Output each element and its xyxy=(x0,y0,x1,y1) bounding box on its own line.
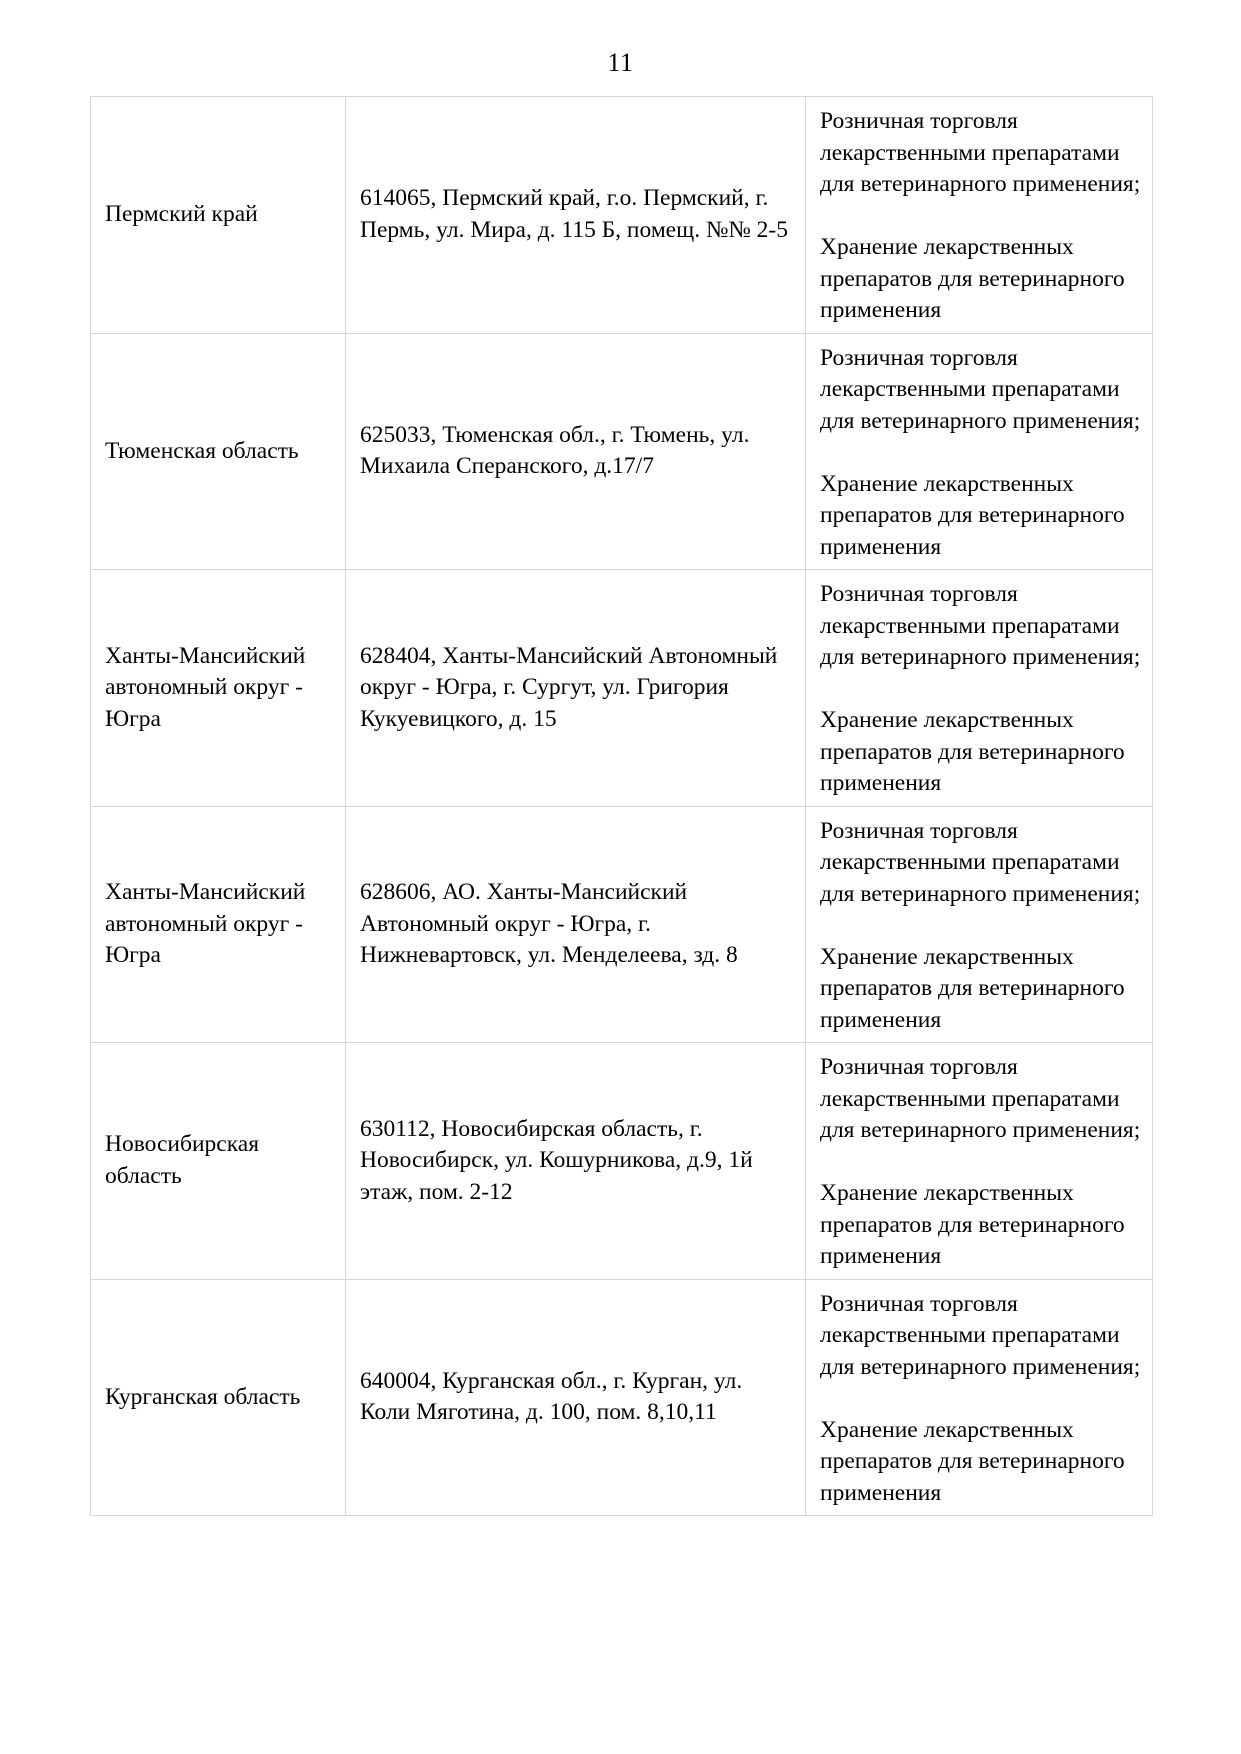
region-text: Пермский край xyxy=(105,201,258,227)
cell-activity: Розничная торговля лекарственными препар… xyxy=(805,1278,1153,1516)
page-number: 11 xyxy=(607,48,634,77)
activity-text: Розничная торговля лекарственными препар… xyxy=(820,108,1141,323)
table-row: Тюменская область 625033, Тюменская обл.… xyxy=(90,332,1153,570)
activity-text: Розничная торговля лекарственными препар… xyxy=(820,1290,1141,1506)
address-text: 628404, Ханты-Мансийский Автономный окру… xyxy=(360,642,778,732)
cell-region: Новосибирская область xyxy=(90,1042,346,1280)
cell-address: 625033, Тюменская обл., г. Тюмень, ул. М… xyxy=(345,332,806,570)
cell-region: Ханты-Мансийский автономный округ - Югра xyxy=(90,805,346,1043)
cell-activity: Розничная торговля лекарственными препар… xyxy=(805,96,1153,334)
activity-text: Розничная торговля лекарственными препар… xyxy=(820,817,1141,1033)
table-row: Ханты-Мансийский автономный округ - Югра… xyxy=(90,569,1153,807)
table-body: Пермский край 614065, Пермский край, г.о… xyxy=(90,96,1153,1516)
table-row: Пермский край 614065, Пермский край, г.о… xyxy=(90,96,1153,334)
cell-activity: Розничная торговля лекарственными препар… xyxy=(805,805,1153,1043)
activity-text: Розничная торговля лекарственными препар… xyxy=(820,344,1141,560)
license-locations-table: Пермский край 614065, Пермский край, г.о… xyxy=(90,96,1153,1516)
cell-address: 640004, Курганская обл., г. Курган, ул. … xyxy=(345,1278,806,1516)
region-text: Тюменская область xyxy=(105,437,299,464)
activity-text: Розничная торговля лекарственными препар… xyxy=(820,581,1141,796)
activity-text: Розничная торговля лекарственными препар… xyxy=(820,1054,1141,1269)
cell-region: Тюменская область xyxy=(90,332,346,570)
address-text: 628606, АО. Ханты-Мансийский Автономный … xyxy=(360,879,738,968)
cell-region: Ханты-Мансийский автономный округ - Югра xyxy=(90,569,346,807)
table-row: Новосибирская область 630112, Новосибирс… xyxy=(90,1042,1153,1280)
address-text: 640004, Курганская обл., г. Курган, ул. … xyxy=(360,1367,743,1426)
region-text: Ханты-Мансийский автономный округ - Югра xyxy=(105,879,306,968)
cell-activity: Розничная торговля лекарственными препар… xyxy=(805,332,1153,570)
cell-address: 630112, Новосибирская область, г. Новоси… xyxy=(345,1042,806,1280)
cell-region: Пермский край xyxy=(90,96,346,334)
cell-address: 628404, Ханты-Мансийский Автономный окру… xyxy=(345,569,806,807)
region-text: Ханты-Мансийский автономный округ - Югра xyxy=(105,642,306,732)
cell-address: 614065, Пермский край, г.о. Пермский, г.… xyxy=(345,96,806,334)
cell-activity: Розничная торговля лекарственными препар… xyxy=(805,569,1153,807)
region-text: Курганская область xyxy=(105,1383,301,1410)
cell-address: 628606, АО. Ханты-Мансийский Автономный … xyxy=(345,805,806,1043)
address-text: 625033, Тюменская обл., г. Тюмень, ул. М… xyxy=(360,421,750,480)
address-text: 630112, Новосибирская область, г. Новоси… xyxy=(360,1115,753,1205)
table-row: Ханты-Мансийский автономный округ - Югра… xyxy=(90,805,1153,1043)
region-text: Новосибирская область xyxy=(105,1131,260,1189)
cell-region: Курганская область xyxy=(90,1278,346,1516)
address-text: 614065, Пермский край, г.о. Пермский, г.… xyxy=(360,185,789,243)
cell-activity: Розничная торговля лекарственными препар… xyxy=(805,1042,1153,1280)
table-row: Курганская область 640004, Курганская об… xyxy=(90,1278,1153,1516)
